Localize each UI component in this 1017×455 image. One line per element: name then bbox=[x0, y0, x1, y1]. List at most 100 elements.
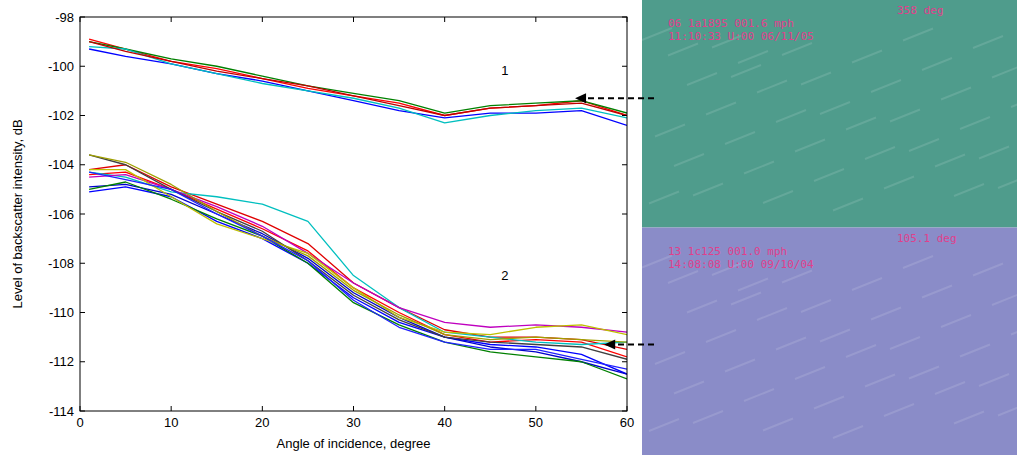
photo-texture bbox=[935, 155, 965, 167]
photo-texture bbox=[668, 271, 698, 283]
photo-texture bbox=[973, 264, 1003, 276]
photo-texture bbox=[693, 184, 723, 196]
photo-texture bbox=[795, 140, 825, 152]
x-tick bbox=[535, 406, 536, 411]
series-line bbox=[89, 155, 627, 342]
photo-overlay-text: 358 deg bbox=[897, 4, 943, 17]
photo-texture bbox=[954, 184, 984, 196]
x-tick-top bbox=[627, 17, 628, 22]
y-tick-right bbox=[622, 312, 627, 313]
photo-texture bbox=[979, 147, 1009, 159]
series-line bbox=[89, 42, 627, 116]
photo-texture bbox=[763, 419, 793, 431]
y-tick bbox=[80, 66, 85, 67]
series-line bbox=[89, 39, 627, 115]
y-tick-label: -102 bbox=[48, 108, 74, 123]
photo-texture bbox=[744, 162, 774, 174]
photo-texture bbox=[979, 374, 1009, 386]
y-tick-right bbox=[622, 164, 627, 165]
photo-texture bbox=[782, 271, 812, 283]
photo: 358 deg 06 1a1895 001.6 mph11:10:33 U:00 … bbox=[642, 0, 1017, 228]
pointer-arrowhead bbox=[604, 340, 615, 350]
series-line bbox=[89, 172, 627, 357]
photo-texture bbox=[903, 256, 933, 268]
y-tick bbox=[80, 214, 85, 215]
photo-texture bbox=[884, 177, 914, 189]
photo-texture bbox=[706, 103, 736, 115]
photo-texture bbox=[731, 65, 761, 77]
y-tick bbox=[80, 115, 85, 116]
photo-texture bbox=[782, 43, 812, 55]
x-tick-top bbox=[171, 17, 172, 22]
pointer-arrowhead bbox=[575, 93, 586, 103]
photo-texture bbox=[960, 345, 990, 357]
annotation: 2 bbox=[501, 268, 508, 283]
photo-texture bbox=[649, 419, 679, 431]
photo-texture bbox=[725, 132, 755, 144]
photo-texture bbox=[1011, 95, 1017, 107]
photo-texture bbox=[941, 88, 971, 100]
photo-texture bbox=[814, 397, 844, 409]
photo-texture bbox=[820, 102, 850, 114]
photo-overlay-text: 11:10:33 U:00 06/11/05 bbox=[668, 30, 814, 43]
series-line bbox=[89, 172, 627, 344]
photo-texture bbox=[668, 44, 698, 56]
photo-texture bbox=[998, 176, 1017, 188]
series-line bbox=[89, 172, 627, 369]
series-line bbox=[89, 165, 627, 350]
y-tick-label: -100 bbox=[48, 59, 74, 74]
photo-texture bbox=[852, 51, 882, 63]
photo-texture bbox=[865, 375, 895, 387]
photo-texture bbox=[941, 315, 971, 327]
photo-texture bbox=[795, 367, 825, 379]
y-tick bbox=[80, 263, 85, 264]
photo-texture bbox=[738, 51, 768, 63]
x-tick bbox=[80, 406, 81, 411]
photo-texture bbox=[954, 412, 984, 424]
photo-texture bbox=[935, 382, 965, 394]
x-tick bbox=[353, 406, 354, 411]
photo-overlay-text: 105.1 deg bbox=[897, 232, 957, 245]
chart: 0102030405060-114-112-110-108-106-104-10… bbox=[0, 0, 1017, 455]
photo-texture bbox=[731, 293, 761, 305]
series-line bbox=[89, 47, 627, 123]
x-tick bbox=[627, 406, 628, 411]
photo-texture bbox=[820, 330, 850, 342]
y-tick-right bbox=[622, 361, 627, 362]
x-tick-label: 50 bbox=[529, 415, 543, 430]
y-tick-right bbox=[622, 115, 627, 116]
x-tick-top bbox=[353, 17, 354, 22]
photo-texture bbox=[776, 338, 806, 350]
photo-texture bbox=[757, 308, 787, 320]
photo-texture bbox=[992, 293, 1017, 305]
photo: 105.1 deg13 1c125 001.0 mph14:08:08 U:00… bbox=[642, 228, 1017, 455]
y-tick bbox=[80, 361, 85, 362]
x-tick-top bbox=[262, 17, 263, 22]
photo-texture bbox=[693, 411, 723, 423]
y-tick bbox=[80, 164, 85, 165]
photo-texture bbox=[655, 352, 685, 364]
photo-texture bbox=[909, 367, 939, 379]
photo-texture bbox=[744, 389, 774, 401]
photo-texture bbox=[998, 404, 1017, 416]
series-group bbox=[89, 39, 627, 379]
x-tick bbox=[171, 406, 172, 411]
y-tick-right bbox=[622, 263, 627, 264]
photo-texture bbox=[655, 125, 685, 137]
x-tick-label: 60 bbox=[620, 415, 634, 430]
photo-texture bbox=[973, 36, 1003, 48]
pointer-arrow bbox=[583, 97, 654, 99]
y-tick-label: -106 bbox=[48, 207, 74, 222]
photo-overlay-text: 13 1c125 001.0 mph bbox=[668, 245, 787, 258]
photo-texture bbox=[871, 308, 901, 320]
y-tick bbox=[80, 312, 85, 313]
photo-texture bbox=[687, 301, 717, 313]
x-tick-top bbox=[80, 17, 81, 22]
series-line bbox=[89, 187, 627, 374]
photo-texture bbox=[801, 300, 831, 312]
photo-texture bbox=[846, 345, 876, 357]
photo-overlay-text: 06 1a1895 001.6 mph bbox=[668, 17, 794, 30]
x-tick bbox=[262, 406, 263, 411]
x-tick-label: 10 bbox=[164, 415, 178, 430]
photo-texture bbox=[738, 279, 768, 291]
